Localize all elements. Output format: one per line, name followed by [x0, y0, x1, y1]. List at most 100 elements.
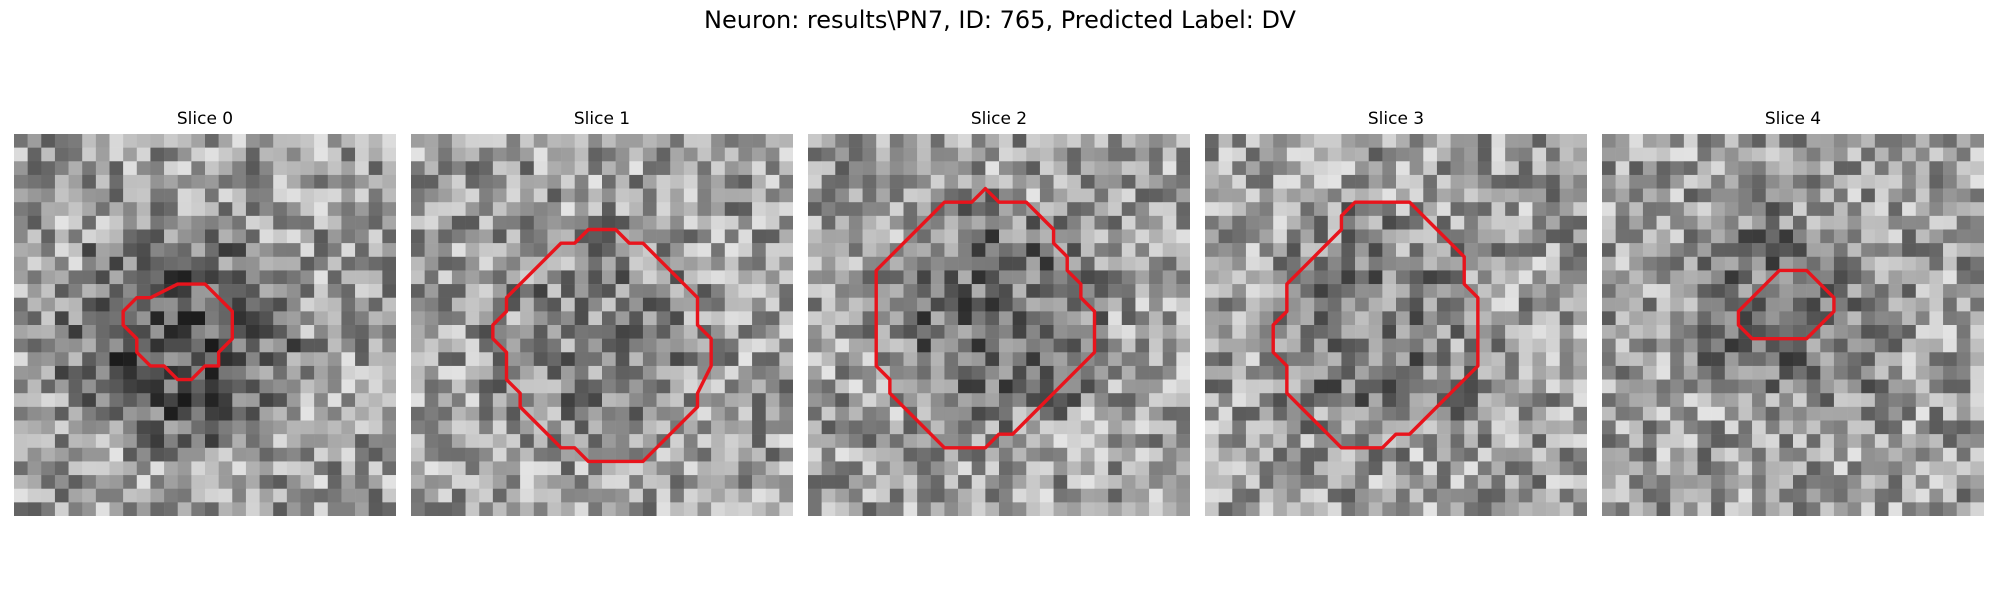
image-pixel [1861, 174, 1876, 189]
image-pixel [1518, 243, 1533, 258]
image-pixel [1518, 365, 1533, 380]
image-pixel [1436, 365, 1451, 380]
image-pixel [520, 365, 535, 380]
image-pixel [1765, 406, 1780, 421]
image-pixel [697, 475, 712, 489]
image-pixel [150, 229, 165, 244]
image-pixel [451, 393, 466, 408]
image-pixel [848, 434, 863, 449]
image-pixel [835, 434, 850, 449]
image-pixel [1108, 174, 1123, 189]
image-pixel [314, 461, 329, 476]
image-pixel [533, 488, 548, 503]
image-pixel [355, 393, 369, 408]
image-pixel [1135, 420, 1150, 435]
image-pixel [821, 420, 836, 435]
image-pixel [1314, 461, 1329, 476]
image-pixel [779, 188, 793, 203]
image-pixel [848, 406, 863, 421]
image-pixel [1218, 420, 1233, 435]
image-pixel [1232, 188, 1247, 203]
image-pixel [1779, 475, 1794, 489]
image-pixel [1067, 188, 1082, 203]
image-pixel [683, 215, 698, 230]
image-pixel [697, 256, 712, 271]
image-pixel [1546, 229, 1560, 244]
image-pixel [1259, 502, 1274, 516]
image-pixel [1874, 365, 1889, 380]
image-pixel [889, 202, 904, 217]
image-pixel [683, 420, 698, 435]
image-pixel [68, 134, 83, 148]
image-pixel [1546, 352, 1560, 367]
image-pixel [1683, 147, 1698, 162]
image-pixel [1341, 447, 1356, 462]
image-pixel [1245, 188, 1260, 203]
image-pixel [1121, 488, 1136, 503]
neuron-contour [491, 227, 713, 464]
image-pixel [1491, 188, 1506, 203]
image-pixel [1820, 379, 1835, 394]
image-pixel [164, 325, 178, 339]
image-pixel [1396, 188, 1410, 203]
image-pixel [876, 502, 891, 516]
image-pixel [1943, 256, 1957, 271]
image-pixel [944, 147, 959, 162]
image-pixel [944, 502, 959, 516]
image-pixel [1436, 502, 1451, 516]
image-pixel [27, 420, 42, 435]
image-pixel [1629, 174, 1644, 189]
image-pixel [123, 420, 138, 435]
image-pixel [520, 243, 535, 258]
image-pixel [588, 147, 603, 162]
image-pixel [520, 256, 535, 271]
image-pixel [615, 243, 630, 258]
image-pixel [41, 447, 56, 462]
image-pixel [1847, 134, 1862, 148]
image-pixel [1806, 352, 1821, 367]
image-pixel [1300, 243, 1315, 258]
image-pixel [1245, 475, 1260, 489]
image-pixel [1573, 434, 1587, 449]
image-pixel [876, 174, 891, 189]
image-pixel [615, 502, 630, 516]
image-pixel [177, 188, 192, 203]
image-pixel [54, 188, 69, 203]
image-pixel [1970, 325, 1984, 339]
image-pixel [1505, 393, 1520, 408]
image-pixel [1436, 379, 1451, 394]
image-pixel [41, 284, 56, 298]
image-pixel [520, 161, 535, 176]
image-pixel [958, 475, 972, 489]
image-pixel [821, 447, 836, 462]
image-pixel [1067, 311, 1082, 326]
image-pixel [1121, 134, 1136, 148]
image-pixel [1602, 488, 1616, 503]
image-pixel [1176, 188, 1190, 203]
image-pixel [1518, 174, 1533, 189]
image-pixel [602, 243, 616, 258]
image-pixel [95, 174, 110, 189]
image-pixel [1765, 174, 1780, 189]
image-pixel [547, 488, 562, 503]
image-pixel [465, 488, 480, 503]
image-pixel [1793, 338, 1807, 353]
figure-title: Neuron: results\PN7, ID: 765, Predicted … [704, 6, 1296, 34]
image-pixel [218, 502, 233, 516]
image-pixel [1314, 352, 1329, 367]
image-pixel [1505, 447, 1520, 462]
image-pixel [465, 297, 480, 312]
image-pixel [205, 420, 219, 435]
image-pixel [670, 188, 685, 203]
image-pixel [1232, 256, 1247, 271]
image-pixel [765, 202, 780, 217]
image-pixel [1053, 475, 1068, 489]
image-pixel [615, 174, 630, 189]
image-pixel [985, 379, 1000, 394]
image-pixel [903, 379, 918, 394]
image-pixel [1505, 147, 1520, 162]
image-pixel [1162, 420, 1177, 435]
image-pixel [1888, 406, 1903, 421]
image-pixel [1573, 311, 1587, 326]
image-pixel [1205, 461, 1219, 476]
